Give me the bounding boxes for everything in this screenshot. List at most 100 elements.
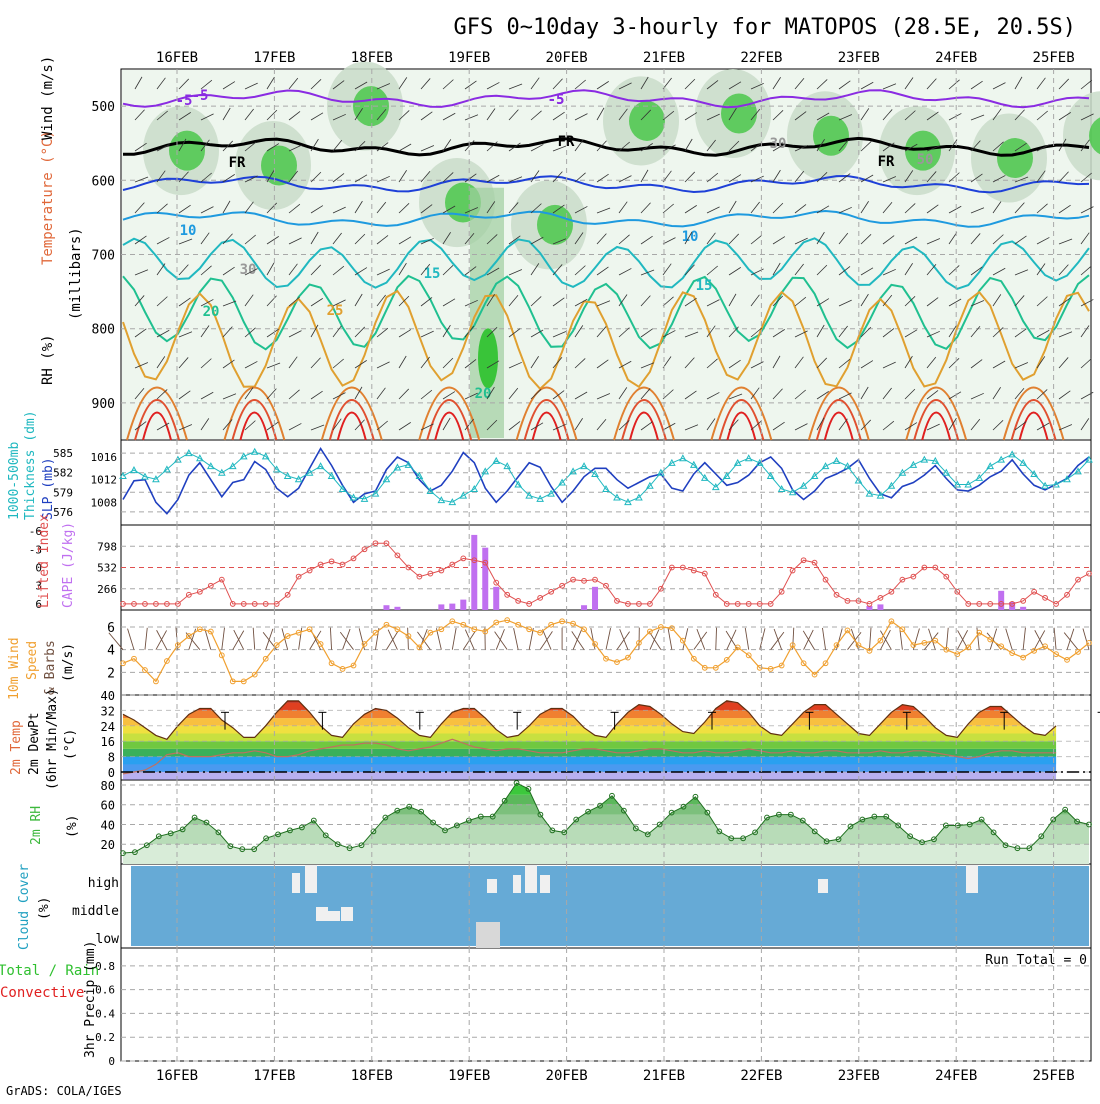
cape-bar [592,587,598,610]
cape-bar [493,587,499,610]
slp-tick-label: 1008 [91,496,118,509]
cape-bar [460,600,466,610]
upper-millibar-label: (millibars) [68,227,84,320]
surface-wind-barb [465,630,474,650]
bottom-date-label: 25FEB [1033,1068,1075,1084]
surface-wind-barb [495,632,508,650]
surface-wind-barb [186,633,200,650]
surface-wind-barb [745,628,748,650]
bottom-date-label: 20FEB [546,1068,588,1084]
surface-wind-barb [697,629,705,650]
cloud-level-label: high [88,876,119,891]
isotherm-label: FR [878,154,895,170]
bottom-date-label: 24FEB [935,1068,977,1084]
surface-wind-barb [1064,633,1078,650]
cloud-high-bar [818,879,828,893]
cloud-level-label: middle [72,904,119,919]
top-date-label: 25FEB [1033,50,1075,66]
rh-core [997,138,1033,178]
isotherm-label: 50 [917,152,934,168]
rh-core [537,205,573,245]
rh2m-label: 2m RH [29,806,44,845]
upper-wind-label: Wind (m/s) [40,56,56,140]
lifted-index-label: Lifted Index [37,514,52,608]
bottom-date-label: 22FEB [740,1068,782,1084]
cloud-high-bar [487,879,497,893]
isotherm-label: 10 [682,229,699,245]
surface-wind-barb [388,630,397,650]
temp-label-2: 2m DewPt [27,712,42,775]
surface-wind-barb [266,629,273,650]
cloud-unit: (%) [37,897,52,920]
temp-label-unit: (°C) [63,729,78,760]
rh-band [121,785,1091,795]
surface-wind-barb [253,628,255,650]
cape-label: CAPE (J/kg) [61,522,76,608]
panel-frame-precip [121,948,1091,1061]
temp-tick-label: 0 [108,766,115,780]
isotherm-label: -5 [192,88,209,104]
temp-band [121,695,1091,703]
rh-tick-label: 40 [101,818,115,832]
rh-core [629,101,665,141]
wind-tick-label: 4 [107,644,115,659]
cape-tick-label: 798 [97,540,117,553]
credit-label: GrADS: COLA/IGES [6,1084,122,1098]
isotherm-label: 20 [475,386,492,402]
surface-wind-barb [145,628,147,650]
cloud-level-label: low [96,932,120,947]
top-date-label: 16FEB [156,50,198,66]
surface-wind-barb [330,628,331,650]
precip-conv-label: Convective [0,985,84,1001]
surface-wind-barb [990,629,996,650]
wind-tick-label: 2 [107,666,115,681]
temp-band [121,703,1091,711]
cape-bar [449,604,455,610]
top-date-label: 19FEB [448,50,490,66]
rh-tick-label: 20 [101,838,115,852]
isotherm-label: 30 [240,262,257,278]
surface-wind-barb [543,629,552,649]
rh-column-core [478,328,498,388]
cape-bar [383,605,389,610]
temp-label-1: 2m Temp [9,720,24,775]
surface-wind-barb [617,632,630,650]
cloud-high-bar [513,875,521,893]
thickness-label-1: 1000-500mb [7,442,22,520]
surface-wind-barb [869,628,871,650]
surface-wind-barb [222,628,225,650]
surface-wind-barb [716,628,717,650]
surface-wind-barb [340,632,353,650]
cloud-low-bar [476,922,500,948]
cloud-high-bar [292,873,300,893]
cape-bar [877,604,883,610]
temp-band [121,757,1091,765]
thick-tick-label: 582 [53,467,73,480]
upper-ytick: 800 [92,323,115,338]
surface-wind-barb [1054,628,1056,650]
rh-core [813,116,849,156]
cloud-middle-bar [341,907,353,921]
surface-wind-barb [771,632,784,650]
wind-label-1: 10m Wind [7,637,22,700]
cape-bar [394,607,400,610]
temp-band [121,726,1091,734]
isotherm-label: 20 [203,304,220,320]
wind-tick-label: 6 [107,621,115,636]
precip-axis-label: 3hr Precip (mm) [83,941,98,1058]
surface-wind-barb [913,629,919,650]
surface-wind-barb [572,631,584,649]
surface-wind-barb [452,628,456,650]
cape-bar [471,535,477,610]
top-date-label: 22FEB [740,50,782,66]
temp-band [121,741,1091,749]
rh-core [169,131,205,171]
surface-wind-barb [851,629,858,650]
precip-tick-label: 0.2 [95,1031,115,1044]
thickness-label-2: Thickness (dm) [23,410,38,520]
rh-band [121,844,1091,864]
top-date-label: 17FEB [253,50,295,66]
cloud-high-bar [540,875,550,893]
surface-wind-barb [929,629,936,650]
